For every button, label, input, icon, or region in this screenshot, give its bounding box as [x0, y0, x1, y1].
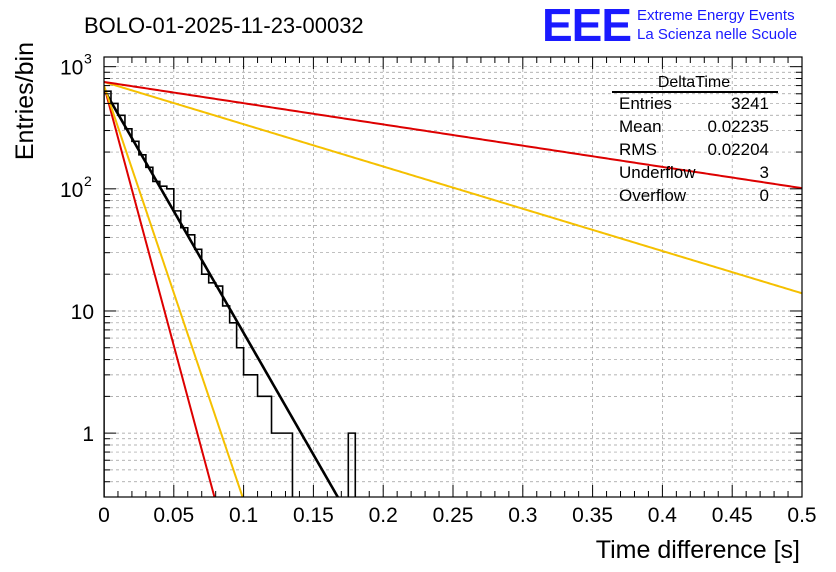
- run-title: BOLO-01-2025-11-23-00032: [84, 13, 364, 38]
- histogram-bin: [285, 433, 292, 497]
- histogram-bin: [153, 181, 160, 497]
- y-axis-label: Entries/bin: [11, 42, 39, 160]
- stats-value-overflow: 0: [760, 186, 769, 205]
- eee-logo-line1: Extreme Energy Events: [637, 7, 795, 24]
- histogram-bin: [230, 323, 237, 497]
- eee-logo-line2: La Scienza nelle Scuole: [637, 26, 797, 43]
- histogram-bin: [188, 235, 195, 497]
- stats-value-entries: 3241: [731, 94, 769, 113]
- y-tick-exponent: 2: [84, 173, 92, 189]
- histogram-bin: [167, 189, 174, 497]
- x-axis-label: Time difference [s]: [596, 536, 800, 564]
- histogram-bin: [111, 103, 118, 497]
- histogram-bin: [146, 167, 153, 497]
- histogram-bin: [125, 129, 132, 497]
- histogram-bin: [272, 433, 279, 497]
- axis-ticks: 0 0.05 0.1 0.15 0.2 0.25 0.3 0.35 0.4 0.45 0.5 1 10 1…: [60, 51, 817, 527]
- histogram-bin: [216, 286, 223, 497]
- stats-label-overflow: Overflow: [619, 186, 687, 205]
- x-tick-label: 0.05: [153, 504, 194, 527]
- histogram-bin: [251, 375, 258, 497]
- histogram-bin: [195, 249, 202, 497]
- histogram-bin: [244, 375, 251, 497]
- stats-value-rms: 0.02204: [708, 140, 769, 159]
- x-tick-label: 0.1: [229, 504, 258, 527]
- histogram-bin: [223, 306, 230, 497]
- x-tick-label: 0.3: [508, 504, 537, 527]
- y-tick-label: 10: [60, 179, 83, 202]
- x-tick-label: 0.5: [787, 504, 816, 527]
- curve-fit: [104, 88, 340, 497]
- x-tick-label: 0.25: [433, 504, 474, 527]
- x-tick-label: 0.45: [712, 504, 753, 527]
- eee-logo-mark: EEE: [542, 0, 631, 51]
- histogram-bin: [181, 228, 188, 497]
- stats-box: DeltaTime Entries 3241 Mean 0.02235 RMS 0.022…: [612, 74, 778, 205]
- stats-label-entries: Entries: [619, 94, 672, 113]
- eee-logo: EEE Extreme Energy Events La Scienza nel…: [542, 0, 797, 51]
- x-tick-label: 0.15: [293, 504, 334, 527]
- curve-yellow-shallow: [104, 80, 802, 295]
- histogram-bin: [118, 115, 125, 497]
- histogram-bin: [202, 274, 209, 497]
- stats-label-rms: RMS: [619, 140, 657, 159]
- histogram-bin: [139, 155, 146, 497]
- histogram-bin: [258, 396, 265, 497]
- histogram-bin: [348, 433, 355, 497]
- curve-red-shallow: [104, 80, 802, 190]
- histogram-bin: [174, 211, 181, 497]
- histogram-bin: [132, 141, 139, 497]
- histogram-bin: [265, 396, 272, 497]
- stats-value-mean: 0.02235: [708, 117, 769, 136]
- x-tick-label: 0.2: [369, 504, 398, 527]
- y-tick-label: 1: [82, 423, 94, 446]
- histogram-bin: [279, 433, 286, 497]
- stats-value-underflow: 3: [760, 163, 769, 182]
- histogram-outline: [104, 90, 357, 497]
- stats-title: DeltaTime: [658, 74, 730, 91]
- x-tick-label: 0: [98, 504, 110, 527]
- curve-yellow-steep: [104, 85, 244, 497]
- histogram-bin: [209, 283, 216, 497]
- y-tick-label: 10: [60, 57, 83, 80]
- curves-layer: [104, 80, 802, 497]
- stats-label-underflow: Underflow: [619, 163, 696, 182]
- grid-lines: [104, 57, 802, 498]
- y-tick-label: 10: [71, 301, 94, 324]
- histogram-layer: [104, 90, 357, 497]
- x-tick-label: 0.35: [572, 504, 613, 527]
- histogram-bin: [160, 186, 167, 497]
- stats-label-mean: Mean: [619, 117, 662, 136]
- x-tick-label: 0.4: [648, 504, 678, 527]
- y-tick-exponent: 3: [84, 51, 92, 67]
- histogram-bin: [237, 348, 244, 497]
